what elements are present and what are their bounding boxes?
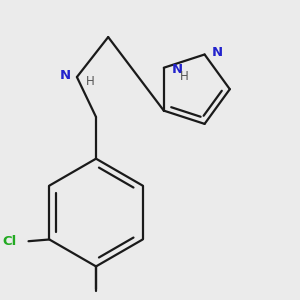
Text: N: N [59, 69, 71, 82]
Text: N: N [171, 63, 183, 76]
Text: H: H [180, 70, 188, 83]
Text: H: H [86, 75, 94, 88]
Text: Cl: Cl [3, 235, 17, 248]
Text: N: N [212, 46, 224, 59]
